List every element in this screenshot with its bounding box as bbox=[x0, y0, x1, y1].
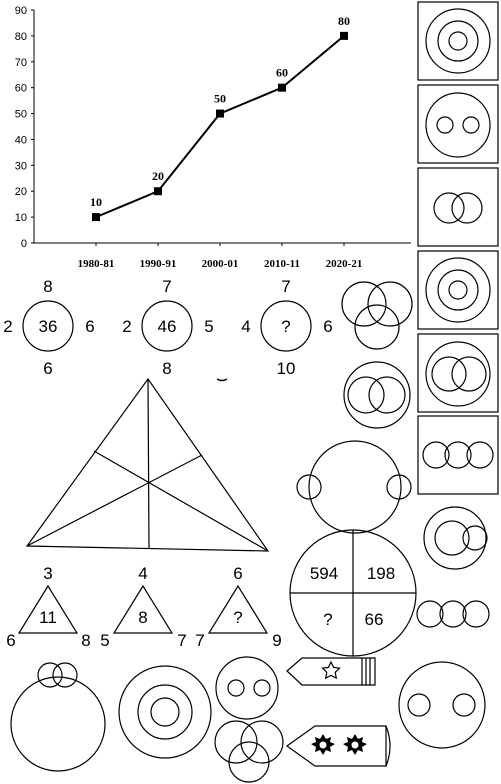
top-number: 6 bbox=[233, 564, 242, 583]
circle-puzzle: 8 2 36 6 6 7 2 46 5 8 7 4 ? 6 10 bbox=[3, 277, 332, 378]
quadrant-bottom-left: ? bbox=[323, 610, 332, 629]
data-point bbox=[92, 213, 100, 222]
top-number: 7 bbox=[162, 277, 171, 296]
sun-gear-icon bbox=[311, 734, 335, 755]
left-number: 2 bbox=[122, 317, 131, 336]
left-number: 2 bbox=[3, 317, 12, 336]
x-tick-label: 2000-01 bbox=[202, 258, 239, 270]
star-pencil bbox=[286, 657, 376, 686]
series-markers bbox=[92, 31, 348, 222]
gear-pencil bbox=[285, 725, 391, 767]
y-tick-label: 10 bbox=[15, 212, 27, 224]
quadrant-top-left: 594 bbox=[310, 564, 338, 583]
bottom-number: 8 bbox=[162, 359, 171, 378]
divided-triangle bbox=[25, 377, 270, 552]
quadrant-top-right: 198 bbox=[367, 564, 395, 583]
center-number: ? bbox=[281, 317, 290, 336]
option-figure-venn-in-circle bbox=[343, 361, 411, 429]
sun-gear-icon bbox=[343, 734, 367, 755]
y-tick-label: 70 bbox=[15, 57, 27, 69]
bottom-number: 6 bbox=[43, 359, 52, 378]
top-number: 7 bbox=[281, 277, 290, 296]
y-tick-label: 60 bbox=[15, 83, 27, 95]
option-figure-three-small-circles bbox=[416, 600, 490, 628]
quadrant-bottom-right: 66 bbox=[365, 610, 384, 629]
y-tick-label: 50 bbox=[15, 109, 27, 121]
center-number: 46 bbox=[158, 317, 177, 336]
data-point bbox=[278, 83, 286, 92]
series-line bbox=[95, 35, 345, 219]
y-tick-label: 40 bbox=[15, 134, 27, 146]
triangle-puzzle-2: 4 5 8 7 bbox=[100, 564, 186, 650]
stray-mark bbox=[216, 378, 228, 382]
top-number: 4 bbox=[138, 564, 147, 583]
y-tick-label: 90 bbox=[15, 5, 27, 17]
x-tick-label: 2010-11 bbox=[264, 258, 300, 270]
top-number: 8 bbox=[43, 277, 52, 296]
right-number: 6 bbox=[85, 317, 94, 336]
left-number: 7 bbox=[195, 631, 204, 650]
x-tick-label: 1980-81 bbox=[78, 258, 115, 270]
triangle-puzzle-3: 6 7 ? 9 bbox=[195, 564, 281, 650]
left-number: 4 bbox=[241, 317, 250, 336]
right-number: 5 bbox=[204, 317, 213, 336]
triangle-puzzle: 3 6 11 8 4 5 8 7 6 7 ? 9 bbox=[6, 564, 281, 650]
right-number: 8 bbox=[81, 631, 90, 650]
data-labels: 10 20 50 60 80 bbox=[90, 14, 350, 209]
box-figure-2 bbox=[417, 84, 499, 164]
bottom-number: 10 bbox=[277, 359, 296, 378]
box-figure-5 bbox=[417, 333, 499, 413]
data-label: 80 bbox=[338, 14, 350, 28]
center-number: 36 bbox=[39, 317, 58, 336]
data-point bbox=[340, 31, 348, 40]
box-figure-1 bbox=[417, 1, 499, 81]
option-figure-three-circles bbox=[341, 281, 413, 350]
left-number: 6 bbox=[6, 631, 15, 650]
right-number: 6 bbox=[323, 317, 332, 336]
center-number: 8 bbox=[138, 608, 147, 627]
data-label: 20 bbox=[152, 169, 164, 183]
x-tick-labels: 1980-81 1990-91 2000-01 2010-11 2020-21 bbox=[78, 243, 363, 270]
circle-puzzle-2: 7 2 46 5 8 bbox=[122, 277, 213, 378]
option-figure-offset-circle bbox=[423, 506, 488, 570]
data-label: 60 bbox=[276, 66, 288, 80]
right-number: 7 bbox=[177, 631, 186, 650]
y-tick-label: 20 bbox=[15, 186, 27, 198]
quadrant-circle-puzzle: 594 198 ? 66 bbox=[289, 529, 417, 657]
triangle-puzzle-1: 3 6 11 8 bbox=[6, 564, 90, 650]
y-tick-labels: 0 10 20 30 40 50 60 70 80 90 bbox=[15, 5, 34, 250]
star-icon bbox=[321, 660, 341, 680]
left-number: 5 bbox=[100, 631, 109, 650]
y-tick-label: 0 bbox=[21, 238, 27, 250]
x-tick-label: 1990-91 bbox=[140, 258, 177, 270]
data-label: 50 bbox=[214, 92, 226, 106]
bottom-figure-concentric bbox=[118, 665, 212, 759]
bottom-figure-three-circles bbox=[214, 720, 284, 783]
top-number: 3 bbox=[43, 564, 52, 583]
circle-puzzle-3: 7 4 ? 6 10 bbox=[241, 277, 332, 378]
x-tick-label: 2020-21 bbox=[326, 258, 363, 270]
boxed-figure-series bbox=[417, 1, 499, 495]
center-number: 11 bbox=[39, 608, 57, 627]
circle-puzzle-1: 8 2 36 6 6 bbox=[3, 277, 94, 378]
bottom-figure-two-eyes bbox=[215, 656, 279, 720]
y-tick-label: 80 bbox=[15, 31, 27, 43]
box-figure-6 bbox=[417, 415, 499, 495]
y-tick-label: 30 bbox=[15, 160, 27, 172]
data-point bbox=[216, 109, 224, 118]
right-number: 9 bbox=[272, 631, 281, 650]
line-chart: 0 10 20 30 40 50 60 70 80 90 1980-81 1990-91 2000-0… bbox=[15, 5, 411, 270]
bottom-figure-big-circle-two-top bbox=[10, 662, 106, 772]
box-figure-4 bbox=[417, 250, 499, 330]
bottom-figure-big-two-eyes bbox=[398, 661, 486, 749]
option-figure-circle-with-side-circles bbox=[296, 440, 412, 534]
center-number: ? bbox=[233, 608, 242, 627]
data-point bbox=[154, 187, 162, 196]
box-figure-3 bbox=[417, 167, 499, 247]
data-label: 10 bbox=[90, 195, 102, 209]
